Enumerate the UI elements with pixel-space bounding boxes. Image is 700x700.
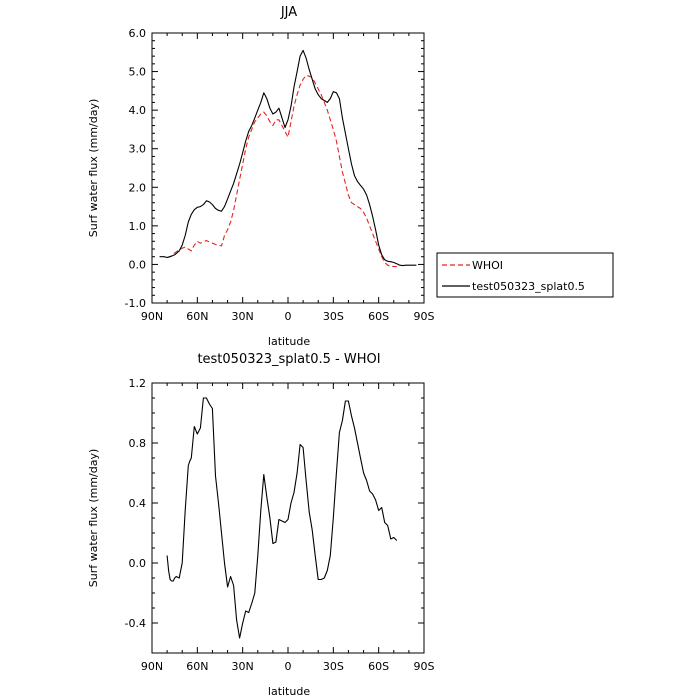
x-tick-label: 0: [285, 660, 292, 673]
top-plot-frame: [151, 32, 425, 304]
top-x-axis-label: latitude: [268, 335, 310, 348]
x-tick-label: 60N: [186, 310, 208, 323]
x-tick-label: 60S: [368, 660, 389, 673]
y-tick-label: -0.4: [125, 617, 146, 630]
series-line-1: [166, 397, 398, 639]
bottom-axis-ticks: 90N 60N 30N 0 30S 60S 90S -0.4 0.0 0.4 0.8 1.2: [125, 377, 435, 673]
y-tick-label: 5.0: [129, 66, 147, 79]
x-tick-label: 90S: [414, 660, 435, 673]
bottom-series-group: [166, 397, 398, 639]
top-axis-ticks: 90N 60N 30N 0 30S 60S 90S -1.0 0.0 1.0 2.0 3.0 4.0 5.…: [125, 27, 435, 323]
x-tick-label: 60N: [186, 660, 208, 673]
x-tick-label: 30N: [232, 660, 254, 673]
y-tick-label: 0.8: [129, 437, 147, 450]
x-tick-label: 30N: [232, 310, 254, 323]
y-tick-label: 0.4: [129, 497, 147, 510]
x-tick-label: 60S: [368, 310, 389, 323]
legend-label-test: test050323_splat0.5: [472, 280, 585, 293]
x-tick-label: 30S: [323, 660, 344, 673]
legend-box: [436, 252, 614, 298]
legend: WHOI test050323_splat0.5: [436, 252, 614, 298]
y-tick-label: 0.0: [129, 557, 147, 570]
x-tick-label: 90N: [141, 310, 163, 323]
legend-label-whoi: WHOI: [472, 259, 503, 272]
y-tick-label: 4.0: [129, 104, 147, 117]
y-tick-label: 0.0: [129, 258, 147, 271]
x-tick-label: 0: [285, 310, 292, 323]
bottom-x-axis-label: latitude: [268, 685, 310, 698]
top-chart-title: JJA: [280, 5, 297, 20]
y-tick-label: 1.0: [129, 220, 147, 233]
x-tick-label: 90S: [414, 310, 435, 323]
x-tick-label: 90N: [141, 660, 163, 673]
y-tick-label: 6.0: [129, 27, 147, 40]
panel-bottom: test050323_splat0.5 - WHOI 90N 60N 30N 0 30S…: [87, 352, 435, 698]
top-series-group: [159, 49, 417, 268]
x-tick-label: 30S: [323, 310, 344, 323]
top-y-axis-label: Surf water flux (mm/day): [87, 99, 100, 238]
series-line-2: [159, 49, 417, 267]
y-tick-label: 1.2: [129, 377, 147, 390]
panel-top: JJA 90N 60N 30N 0 30S 60S 90S -1.0 0.0 1.0 2.0 3.0 4…: [87, 5, 614, 348]
y-tick-label: -1.0: [125, 297, 146, 310]
y-tick-label: 3.0: [129, 143, 147, 156]
series-line-1: [166, 74, 397, 268]
bottom-y-axis-label: Surf water flux (mm/day): [87, 449, 100, 588]
bottom-chart-title: test050323_splat0.5 - WHOI: [197, 352, 380, 367]
y-tick-label: 2.0: [129, 181, 147, 194]
